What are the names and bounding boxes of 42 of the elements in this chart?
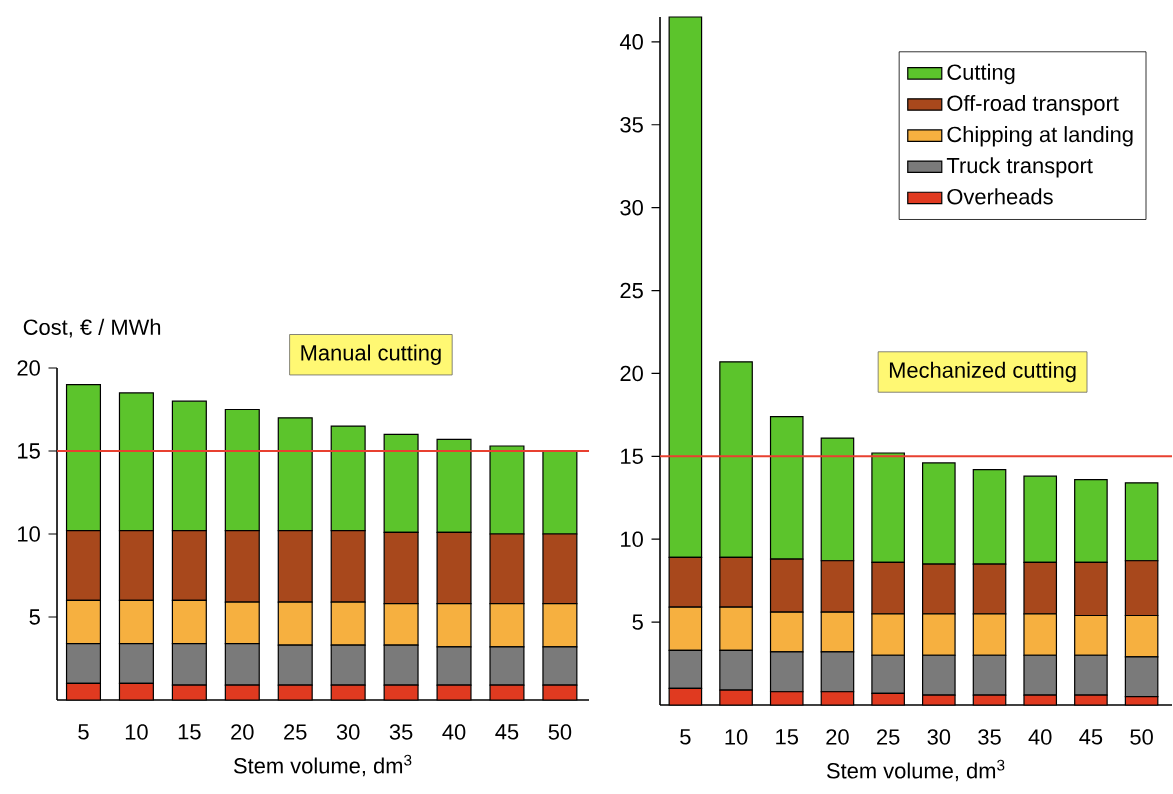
x-tick-label: 50: [548, 724, 572, 740]
x-tick-label: 30: [336, 724, 360, 740]
x-tick-label: 20: [826, 729, 849, 745]
text: Manual cutting: [301, 344, 441, 365]
x-tick-label: 35: [978, 729, 1001, 745]
legend-label: Chipping at landing: [947, 126, 1133, 147]
x-tick-label: 10: [125, 724, 148, 740]
x-tick-label: 45: [1079, 729, 1103, 745]
x-tick-label: 25: [284, 724, 307, 740]
x-tick-label: 5: [680, 729, 691, 745]
legend-label: Cutting: [947, 63, 1015, 85]
legend-label: Overheads: [947, 188, 1053, 205]
x-tick-label: 45: [495, 724, 519, 740]
y-tick-label: 5: [29, 609, 40, 625]
y-tick-label: 15: [18, 443, 40, 459]
y-tick-label: 20: [17, 360, 40, 376]
x-tick-label: 5: [78, 724, 89, 740]
annotation: Mechanized cutting: [889, 361, 1076, 383]
x-tick-label: 15: [178, 724, 201, 740]
x-tick-label: 20: [231, 724, 254, 740]
y-tick-label: 5: [632, 614, 643, 630]
y-axis-title: Cost, € / MWh: [23, 318, 161, 338]
x-axis-title: Stem volume, dm$^{3}$: [826, 759, 1005, 782]
x-tick-label: 15: [776, 729, 798, 745]
y-tick-label: 30: [620, 199, 643, 216]
x-tick-label: 25: [877, 729, 900, 745]
x-tick-label: 40: [442, 724, 466, 740]
y-tick-label: 15: [621, 448, 643, 464]
x-axis-title: Stem volume, dm$^{3}$: [233, 754, 412, 777]
y-tick-label: 10: [18, 526, 40, 542]
legend-label: Truck transport: [946, 157, 1093, 178]
x-tick-label: 35: [389, 724, 413, 740]
y-tick-label: 35: [620, 117, 643, 133]
y-tick-label: 25: [620, 282, 643, 299]
x-tick-label: 50: [1130, 729, 1153, 745]
x-tick-label: 10: [725, 729, 748, 745]
x-tick-label: 40: [1028, 729, 1052, 745]
y-tick-label: 40: [619, 34, 643, 50]
y-tick-label: 20: [620, 365, 643, 382]
x-tick-label: 30: [927, 729, 951, 745]
legend-label: Off-road transport: [947, 94, 1119, 116]
y-tick-label: 10: [621, 531, 643, 547]
